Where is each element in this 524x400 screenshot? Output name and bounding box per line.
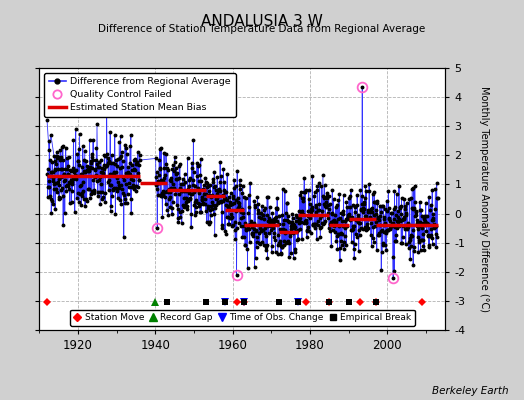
Legend: Station Move, Record Gap, Time of Obs. Change, Empirical Break: Station Move, Record Gap, Time of Obs. C…: [70, 310, 414, 326]
Text: Berkeley Earth: Berkeley Earth: [432, 386, 508, 396]
Text: Difference of Station Temperature Data from Regional Average: Difference of Station Temperature Data f…: [99, 24, 425, 34]
Y-axis label: Monthly Temperature Anomaly Difference (°C): Monthly Temperature Anomaly Difference (…: [479, 86, 489, 312]
Text: ANDALUSIA 3 W: ANDALUSIA 3 W: [201, 14, 323, 29]
